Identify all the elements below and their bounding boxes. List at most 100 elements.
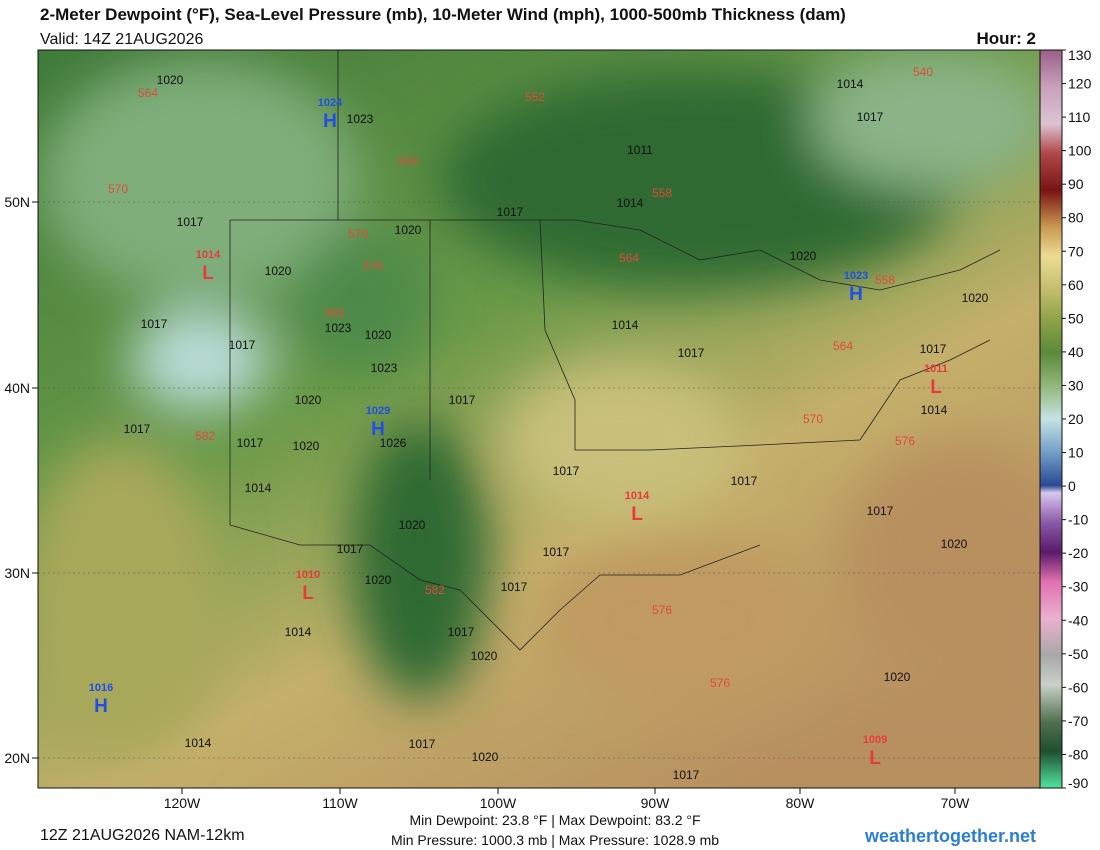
colorbar-tick-label: -90 — [1068, 775, 1088, 791]
thickness-label: 558 — [875, 273, 895, 287]
isobar-label: 1011 — [627, 143, 653, 157]
colorbar-tick-label: -20 — [1068, 545, 1088, 561]
isobar-label: 1017 — [337, 542, 364, 556]
thickness-label: 576 — [652, 603, 672, 617]
forecast-hour: Hour: 2 — [977, 29, 1037, 48]
isobar-label: 1020 — [471, 649, 498, 663]
colorbar-tick-label: 100 — [1068, 143, 1092, 159]
lat-label: 20N — [4, 750, 30, 766]
site-credit: weathertogether.net — [864, 826, 1036, 846]
thickness-label: 558 — [652, 186, 672, 200]
isobar-label: 1020 — [790, 249, 817, 263]
isobar-label: 1023 — [325, 321, 352, 335]
isobar-label: 1017 — [449, 393, 476, 407]
pressure-center-letter: L — [631, 504, 643, 525]
valid-time: Valid: 14Z 21AUG2026 — [40, 31, 203, 48]
isobar-label: 1017 — [920, 342, 947, 356]
isobar-label: 1020 — [395, 223, 422, 237]
title: 2-Meter Dewpoint (°F), Sea-Level Pressur… — [40, 5, 846, 24]
isobar-label: 1020 — [295, 393, 322, 407]
colorbar-tick-label: 10 — [1068, 445, 1084, 461]
map-grid — [38, 201, 1040, 759]
isobar-label: 1020 — [157, 73, 184, 87]
dewpoint-range: Min Dewpoint: 23.8 °F | Max Dewpoint: 83… — [409, 812, 700, 828]
colorbar-tick-label: -10 — [1068, 512, 1088, 528]
isobar-label: 1017 — [501, 580, 528, 594]
isobar-label: 1014 — [837, 77, 864, 91]
pressure-center-value: 1009 — [863, 734, 887, 746]
isobar-label: 1020 — [365, 573, 392, 587]
isobar-label: 1017 — [673, 768, 700, 782]
pressure-range: Min Pressure: 1000.3 mb | Max Pressure: … — [391, 832, 719, 848]
thickness-label: 570 — [348, 227, 368, 241]
isobar-label: 1023 — [347, 112, 374, 126]
thickness-label: 540 — [913, 65, 933, 79]
thickness-label: 570 — [108, 182, 128, 196]
lon-label: 120W — [164, 795, 201, 811]
colorbar-tick-label: 120 — [1068, 76, 1092, 92]
pressure-center-value: 1024 — [318, 97, 343, 109]
colorbar-tick-label: 30 — [1068, 377, 1084, 393]
dewpoint-field — [38, 50, 1040, 760]
isobar-label: 1020 — [265, 264, 292, 278]
isobar-label: 1020 — [884, 670, 911, 684]
colorbar-tick-label: 130 — [1068, 47, 1092, 63]
colorbar-tick-label: -40 — [1068, 612, 1088, 628]
colorbar-tick-label: 20 — [1068, 411, 1084, 427]
lat-label: 30N — [4, 565, 30, 581]
map-area: 1020 1023 1011 1017 1014 1017 1020 1020 1017 1023… — [38, 50, 1040, 788]
colorbar-tick-label: -70 — [1068, 713, 1088, 729]
pressure-center-letter: H — [849, 284, 863, 305]
pressure-center-value: 1016 — [89, 682, 113, 694]
pressure-center-value: 1011 — [924, 363, 948, 375]
axis-labels: 1301201101009080706050403020100-10-20-30… — [4, 47, 1091, 811]
isobar-label: 1017 — [409, 737, 436, 751]
pressure-center-letter: H — [323, 111, 337, 132]
isobar-label: 1017 — [867, 504, 894, 518]
colorbar — [1039, 49, 1063, 789]
thickness-label: 558 — [398, 154, 418, 168]
colorbar-tick-label: 90 — [1068, 176, 1084, 192]
pressure-center-letter: L — [930, 377, 942, 398]
pressure-center-letter: L — [869, 748, 881, 769]
colorbar-tick-label: 110 — [1068, 109, 1091, 125]
isobar-label: 1014 — [245, 481, 272, 495]
pressure-center-value: 1029 — [366, 405, 390, 417]
isobar-label: 1017 — [229, 338, 256, 352]
colorbar-tick-label: 50 — [1068, 310, 1084, 326]
colorbar-tick-label: 60 — [1068, 277, 1084, 293]
isobar-label: 1014 — [612, 318, 639, 332]
thickness-label: 582 — [195, 429, 215, 443]
isobar-label: 1017 — [237, 436, 264, 450]
colorbar-tick-label: 70 — [1068, 243, 1084, 259]
isobar-label: 1026 — [380, 436, 407, 450]
pressure-center-value: 1014 — [625, 490, 650, 502]
lon-label: 110W — [322, 795, 358, 811]
thickness-label: 564 — [619, 251, 639, 265]
pressure-center-letter: H — [94, 696, 108, 717]
political-boundaries — [229, 50, 1001, 651]
thickness-label: 582 — [425, 583, 445, 597]
thickness-label: 564 — [833, 339, 853, 353]
thickness-label: 576 — [895, 434, 915, 448]
isobar-label: 1017 — [448, 625, 475, 639]
lat-label: 40N — [4, 380, 30, 396]
colorbar-tick-label: -60 — [1068, 679, 1088, 695]
isobar-label: 1014 — [185, 736, 212, 750]
thickness-label: 564 — [138, 86, 158, 100]
pressure-center-letter: L — [202, 263, 214, 284]
pressure-center-value: 1023 — [844, 270, 868, 282]
isobar-label: 1017 — [678, 346, 705, 360]
lon-label: 70W — [941, 795, 971, 811]
isobar-label: 1014 — [285, 625, 312, 639]
isobar-label: 1014 — [921, 403, 948, 417]
colorbar-tick-label: 80 — [1068, 210, 1084, 226]
lon-label: 100W — [480, 795, 517, 811]
colorbar-tick-label: 40 — [1068, 344, 1084, 360]
isobar-label: 1017 — [731, 474, 758, 488]
colorbar-tick-label: -50 — [1068, 646, 1088, 662]
colorbar-tick-label: -30 — [1068, 579, 1088, 595]
pressure-center-letter: H — [371, 419, 385, 440]
isobar-label: 1017 — [857, 110, 884, 124]
isobar-label: 1017 — [177, 215, 204, 229]
